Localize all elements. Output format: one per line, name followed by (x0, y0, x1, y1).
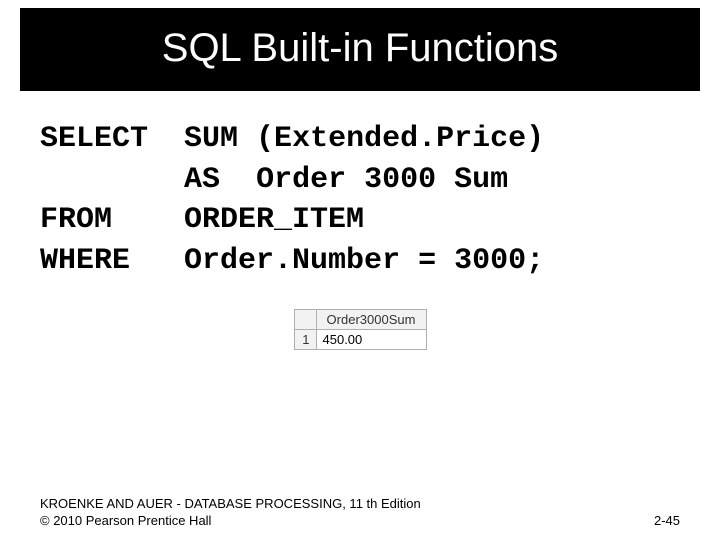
column-header: Order3000Sum (316, 310, 426, 330)
where-expression: Order.Number = 3000; (184, 244, 544, 278)
kw-as: AS (184, 163, 220, 197)
result-table-container: Order3000Sum 1 450.00 (0, 281, 720, 350)
cell-value: 450.00 (316, 330, 426, 350)
footer-line-2: © 2010 Pearson Prentice Hall (40, 512, 680, 530)
kw-select: SELECT (40, 122, 148, 156)
slide-footer: KROENKE AND AUER - DATABASE PROCESSING, … (40, 495, 680, 530)
page-number: 2-45 (654, 512, 680, 530)
footer-line-1: KROENKE AND AUER - DATABASE PROCESSING, … (40, 495, 680, 513)
kw-from: FROM (40, 203, 112, 237)
row-number: 1 (294, 330, 316, 350)
from-table: ORDER_ITEM (184, 203, 364, 237)
table-corner (294, 310, 316, 330)
select-expression: SUM (Extended.Price) (184, 122, 544, 156)
slide-title: SQL Built-in Functions (20, 8, 700, 91)
sql-code-block: SELECT SUM (Extended.Price) AS Order 300… (40, 119, 680, 281)
kw-where: WHERE (40, 244, 130, 278)
select-alias: Order 3000 Sum (256, 163, 508, 197)
result-table: Order3000Sum 1 450.00 (294, 309, 427, 350)
